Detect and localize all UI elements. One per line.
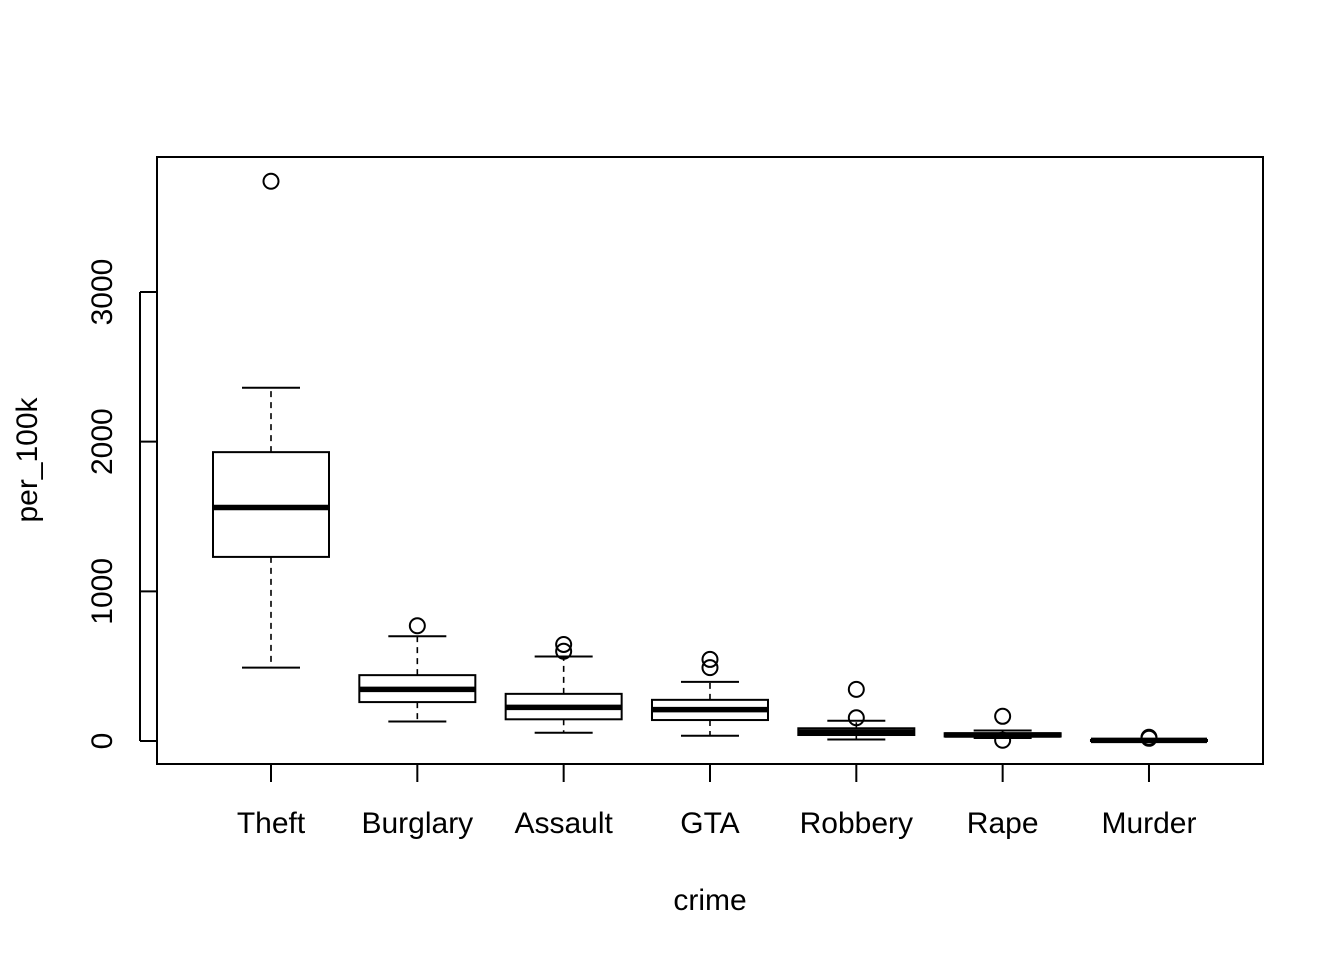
box-robbery xyxy=(797,680,916,741)
box-murder xyxy=(1089,728,1208,747)
outlier-point xyxy=(262,172,280,190)
outlier-point xyxy=(701,650,719,668)
y-tick-label: 0 xyxy=(86,733,119,750)
x-tick-label: Rape xyxy=(967,807,1039,840)
boxes-layer xyxy=(212,172,1208,749)
box-burglary xyxy=(358,617,477,723)
x-tick-label: Assault xyxy=(514,807,613,840)
outlier-point xyxy=(994,707,1012,725)
box-theft xyxy=(212,172,330,669)
box-assault xyxy=(504,635,623,734)
outlier-point xyxy=(1140,728,1158,746)
y-tick-label: 3000 xyxy=(86,259,119,326)
x-axis-label: crime xyxy=(673,884,746,917)
box-gta xyxy=(650,650,769,737)
x-tick-label: Theft xyxy=(237,807,306,840)
x-tick-label: GTA xyxy=(680,807,739,840)
outlier-point xyxy=(994,731,1012,749)
x-tick-label: Burglary xyxy=(361,807,473,840)
box-rape xyxy=(943,707,1062,749)
outlier-point xyxy=(408,617,426,635)
outlier-point xyxy=(847,680,865,698)
outlier-point xyxy=(847,709,865,727)
y-axis: 0 1000 2000 3000 xyxy=(86,259,157,750)
x-tick-label: Robbery xyxy=(800,807,913,840)
outlier-point xyxy=(555,635,573,653)
y-tick-label: 1000 xyxy=(86,558,119,625)
y-tick-label: 2000 xyxy=(86,408,119,475)
y-axis-label: per_100k xyxy=(11,396,44,522)
x-tick-label: Murder xyxy=(1101,807,1196,840)
x-axis: Theft Burglary Assault GTA Robbery Rape Murder xyxy=(237,764,1196,840)
outlier-point xyxy=(555,642,573,660)
outlier-point xyxy=(701,659,719,677)
iqr-box xyxy=(212,451,330,558)
